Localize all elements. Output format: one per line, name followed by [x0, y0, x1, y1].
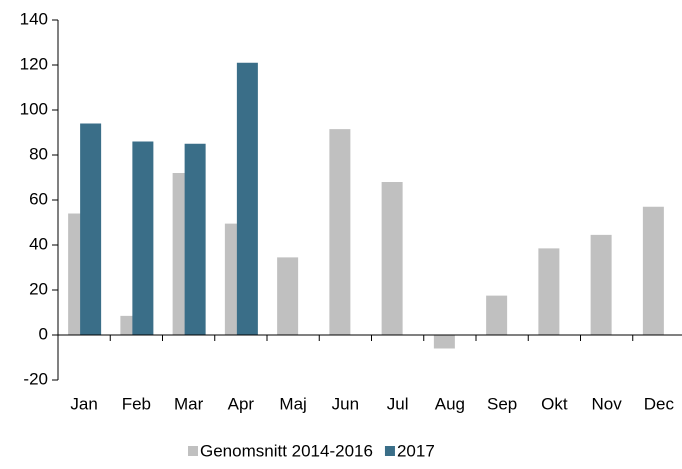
bar [538, 248, 560, 335]
bar [642, 206, 664, 335]
y-tick-label: 120 [20, 54, 48, 73]
y-tick-label: 100 [20, 99, 48, 118]
y-tick-label: 80 [29, 144, 48, 163]
bar [80, 123, 102, 335]
x-tick-label: Aug [435, 394, 465, 413]
x-tick-label: Okt [541, 394, 568, 413]
bar [590, 234, 612, 335]
x-tick-label: Maj [279, 394, 306, 413]
x-tick-label: Feb [122, 394, 151, 413]
y-tick-label: 60 [29, 189, 48, 208]
bar [381, 182, 403, 335]
x-tick-label: Jan [70, 394, 97, 413]
y-tick-label: -20 [23, 369, 48, 388]
x-tick-label: Jun [332, 394, 359, 413]
legend-swatch [384, 446, 395, 456]
bar [236, 62, 258, 335]
x-tick-label: Mar [174, 394, 204, 413]
bar [184, 143, 206, 335]
x-tick-label: Jul [387, 394, 409, 413]
bar [132, 141, 154, 335]
legend-label: Genomsnitt 2014-2016 [200, 441, 373, 460]
legend-label: 2017 [397, 441, 435, 460]
y-tick-label: 40 [29, 234, 48, 253]
x-tick-label: Sep [487, 394, 517, 413]
bar [329, 129, 351, 335]
y-tick-label: 20 [29, 279, 48, 298]
x-tick-label: Dec [644, 394, 675, 413]
legend-swatch [188, 446, 198, 456]
bar [486, 295, 508, 335]
y-tick-label: 140 [20, 9, 48, 28]
x-tick-label: Apr [228, 394, 255, 413]
y-tick-label: 0 [39, 324, 48, 343]
x-tick-label: Nov [592, 394, 623, 413]
bar [277, 257, 299, 335]
bar [433, 335, 455, 349]
